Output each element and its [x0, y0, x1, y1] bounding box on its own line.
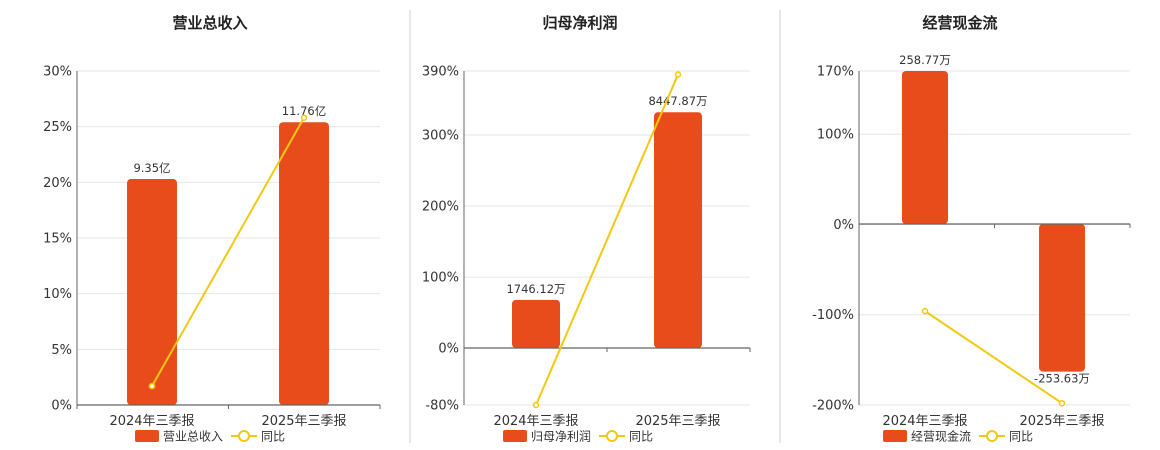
- data-label: -253.63万: [1034, 372, 1090, 386]
- legend-bar-swatch: [503, 430, 527, 442]
- data-label: 11.76亿: [282, 104, 326, 118]
- category-label: 2024年三季报: [109, 414, 194, 429]
- bar: [512, 299, 560, 348]
- y-tick-label: 390%: [422, 65, 459, 80]
- yoy-line: [924, 310, 1063, 405]
- bar: [1039, 224, 1085, 372]
- bar: [902, 71, 948, 224]
- y-tick-label: 10%: [43, 287, 72, 302]
- y-tick-label: 300%: [422, 128, 459, 143]
- category-label: 2024年三季报: [493, 414, 578, 429]
- yoy-point: [300, 114, 308, 122]
- bar: [654, 112, 702, 349]
- legend-bar-label: 营业总收入: [163, 430, 223, 444]
- chart-title: 经营现金流: [922, 14, 997, 32]
- y-tick-label: 0%: [438, 342, 459, 357]
- chart-title: 归母净利润: [542, 14, 617, 32]
- yoy-point: [532, 401, 540, 409]
- y-tick-label: 20%: [43, 176, 72, 191]
- y-tick-label: -200%: [812, 399, 854, 414]
- y-tick-label: 200%: [422, 200, 459, 215]
- legend-line-label: 同比: [261, 430, 285, 444]
- yoy-line: [535, 74, 679, 406]
- bar: [127, 178, 177, 405]
- y-tick-label: 30%: [43, 65, 72, 80]
- category-label: 2025年三季报: [1019, 414, 1104, 429]
- y-tick-label: 0%: [51, 399, 72, 414]
- yoy-point: [674, 71, 682, 78]
- y-tick-label: -80%: [425, 399, 459, 414]
- y-tick-label: -100%: [812, 308, 854, 323]
- y-tick-label: 0%: [833, 218, 854, 233]
- chart-title: 营业总收入: [172, 14, 247, 32]
- y-tick-label: 170%: [817, 65, 854, 80]
- bar: [279, 122, 329, 406]
- category-label: 2025年三季报: [261, 414, 346, 429]
- yoy-point: [148, 382, 156, 390]
- data-label: 9.35亿: [133, 161, 170, 175]
- y-tick-label: 100%: [422, 271, 459, 286]
- category-label: 2025年三季报: [635, 414, 720, 429]
- y-tick-label: 15%: [43, 232, 72, 247]
- legend-bar-label: 归母净利润: [531, 430, 591, 444]
- data-label: 1746.12万: [506, 282, 565, 296]
- y-tick-label: 5%: [51, 343, 72, 358]
- legend-line-label: 同比: [629, 430, 653, 444]
- legend-bar-swatch: [883, 430, 907, 442]
- yoy-point: [1058, 399, 1066, 407]
- legend-line-marker: [986, 430, 998, 442]
- legend-line-marker: [606, 430, 618, 442]
- legend-line-marker: [238, 430, 250, 442]
- yoy-line: [151, 117, 305, 387]
- yoy-point: [921, 307, 929, 315]
- legend-bar-label: 经营现金流: [911, 429, 971, 444]
- data-label: 8447.87万: [648, 94, 707, 108]
- legend-line-label: 同比: [1009, 430, 1033, 444]
- y-tick-label: 25%: [43, 120, 72, 135]
- y-tick-label: 100%: [817, 128, 854, 143]
- data-label: 258.77万: [899, 53, 951, 67]
- legend-bar-swatch: [135, 430, 159, 442]
- category-label: 2024年三季报: [882, 414, 967, 429]
